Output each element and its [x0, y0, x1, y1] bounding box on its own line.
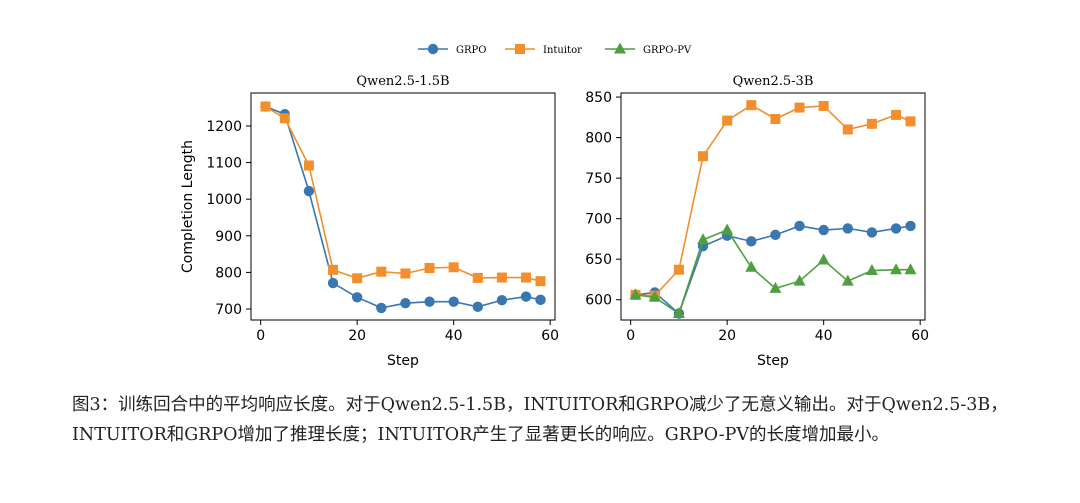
data-point-grpo-pv	[817, 253, 830, 265]
plot-frame	[250, 92, 556, 321]
data-point-grpo	[496, 295, 508, 306]
data-point-grpo	[351, 292, 363, 303]
x-tick-label: 20	[718, 328, 736, 344]
data-point-intuitor	[842, 124, 853, 135]
data-point-intuitor	[673, 264, 684, 275]
data-point-intuitor	[746, 100, 757, 111]
legend: GRPO Intuitor GRPO-PV	[418, 42, 692, 56]
legend-marker-grpo	[427, 43, 439, 55]
data-point-grpo	[535, 294, 546, 306]
data-point-intuitor	[279, 113, 290, 124]
data-point-grpo	[400, 297, 411, 309]
x-tick-label: 40	[815, 328, 833, 344]
x-tick-label: 20	[348, 328, 366, 344]
data-point-intuitor	[303, 160, 314, 171]
data-point-intuitor	[521, 272, 532, 283]
data-point-grpo	[905, 220, 916, 232]
data-point-intuitor	[698, 151, 709, 162]
data-point-grpo	[818, 224, 829, 236]
chart-title: Qwen2.5-3B	[733, 74, 814, 89]
data-point-intuitor	[866, 118, 877, 129]
y-tick-label: 750	[585, 171, 612, 187]
data-point-grpo-pv	[629, 288, 642, 300]
x-tick-label: 40	[445, 328, 463, 344]
data-point-intuitor	[905, 116, 916, 127]
data-point-grpo	[448, 296, 459, 307]
data-point-intuitor	[794, 102, 805, 113]
data-point-grpo-pv	[890, 263, 903, 275]
data-point-intuitor	[770, 113, 781, 124]
y-tick-label: 600	[585, 293, 612, 309]
data-point-intuitor	[535, 276, 546, 287]
y-axis-label: Completion Length	[180, 140, 196, 273]
data-point-grpo	[890, 223, 902, 234]
panel-qwen2.5-3b: Qwen2.5-3B 0 20 40 60 600 650 700 750 800 850 Step	[585, 74, 929, 369]
chart-title: Qwen2.5-1.5B	[356, 74, 449, 89]
data-point-grpo-pv	[841, 274, 854, 286]
legend-label-grpo-pv: GRPO-PV	[643, 45, 692, 56]
data-point-intuitor	[376, 266, 387, 277]
data-point-grpo	[472, 301, 483, 313]
x-axis-label: Step	[757, 353, 789, 369]
x-tick-label: 0	[256, 328, 265, 344]
y-tick-label: 1000	[206, 192, 242, 208]
data-point-grpo	[376, 302, 387, 314]
data-point-grpo	[746, 236, 757, 247]
data-point-intuitor	[352, 273, 363, 284]
y-tick-label: 900	[215, 229, 242, 245]
y-tick-label: 1200	[206, 119, 242, 135]
data-point-intuitor	[424, 263, 435, 274]
y-tick-label: 800	[585, 131, 612, 147]
panel-qwen2.5-1.5b: Qwen2.5-1.5B 0 20 40 60 700 800 900 1000 1100 1200…	[180, 74, 559, 369]
data-point-grpo-pv	[745, 260, 758, 272]
data-point-intuitor	[722, 115, 733, 126]
x-tick-label: 60	[911, 328, 929, 344]
data-point-grpo	[520, 291, 532, 302]
data-point-intuitor	[472, 272, 483, 283]
data-point-intuitor	[891, 109, 902, 120]
data-point-intuitor	[818, 100, 829, 111]
y-tick-label: 650	[585, 252, 612, 268]
data-point-grpo-pv	[904, 263, 917, 275]
data-point-intuitor	[400, 268, 411, 279]
data-point-grpo	[794, 220, 805, 232]
y-tick-label: 800	[215, 265, 242, 281]
y-tick-label: 700	[215, 302, 242, 318]
data-point-grpo	[303, 185, 315, 197]
data-point-grpo-pv	[793, 274, 806, 286]
y-tick-label: 850	[585, 90, 612, 106]
data-point-grpo	[424, 296, 435, 307]
data-point-grpo-pv	[721, 223, 734, 235]
data-point-intuitor	[260, 101, 271, 112]
x-tick-label: 60	[541, 328, 559, 344]
data-point-intuitor	[328, 264, 339, 275]
figure-caption: 图3：训练回合中的平均响应长度。对于Qwen2.5-1.5B，INTUITOR和…	[72, 395, 1008, 445]
series-intuitor	[260, 101, 546, 287]
data-point-grpo-pv	[672, 307, 685, 319]
legend-marker-intuitor	[515, 44, 525, 54]
y-tick-label: 1100	[206, 156, 242, 172]
series-grpo-pv	[629, 223, 917, 319]
data-point-grpo-pv	[697, 233, 710, 245]
figure: GRPO Intuitor GRPO-PV Qwen2.5-1.5B 0 20 40 60 7…	[180, 42, 929, 369]
plot-frame	[620, 92, 926, 321]
y-tick-label: 700	[585, 212, 612, 228]
data-point-grpo	[866, 227, 878, 238]
series-grpo	[260, 101, 546, 314]
legend-label-grpo: GRPO	[456, 45, 486, 56]
data-point-grpo-pv	[648, 290, 661, 302]
x-axis-label: Step	[387, 353, 419, 369]
data-point-grpo	[842, 223, 853, 234]
legend-marker-grpo-pv	[614, 42, 626, 54]
x-tick-label: 0	[626, 328, 635, 344]
data-point-grpo	[770, 229, 781, 241]
data-point-grpo	[327, 277, 339, 289]
data-point-grpo-pv	[865, 264, 878, 276]
data-point-intuitor	[496, 272, 507, 283]
data-point-intuitor	[448, 262, 459, 273]
legend-label-intuitor: Intuitor	[543, 45, 582, 56]
data-point-grpo-pv	[769, 281, 782, 293]
